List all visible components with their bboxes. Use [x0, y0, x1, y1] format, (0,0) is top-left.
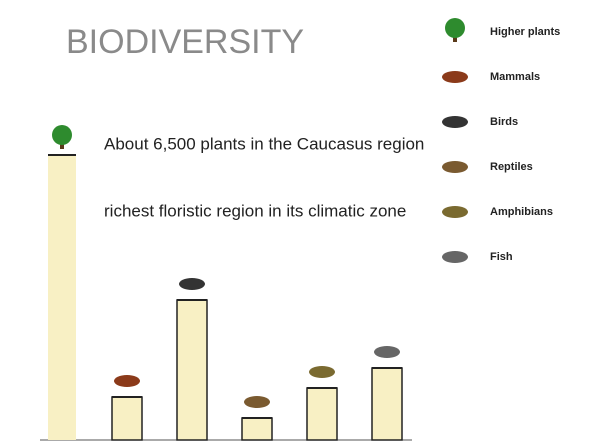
legend-label: Amphibians — [490, 206, 553, 218]
icon — [442, 71, 468, 83]
icon — [179, 278, 205, 290]
icon — [442, 251, 468, 263]
legend-label: Reptiles — [490, 161, 533, 173]
legend-label: Mammals — [490, 71, 540, 83]
icon — [445, 18, 465, 38]
legend-label: Higher plants — [490, 26, 560, 38]
icon — [309, 366, 335, 378]
icon — [52, 125, 72, 145]
annotation: About 6,500 plants in the Caucasus regio… — [104, 134, 424, 153]
chart: BIODIVERSITY About 6,500 plants in the C… — [0, 0, 603, 444]
bar — [48, 155, 76, 440]
bar — [112, 397, 142, 440]
icon — [442, 206, 468, 218]
icon — [374, 346, 400, 358]
bar — [177, 300, 207, 440]
annotation: richest floristic region in its climatic… — [104, 201, 406, 220]
bar — [372, 368, 402, 440]
legend-label: Birds — [490, 116, 518, 128]
bar — [242, 418, 272, 440]
icon — [244, 396, 270, 408]
chart-title: BIODIVERSITY — [66, 23, 304, 61]
legend-label: Fish — [490, 251, 513, 263]
bar — [307, 388, 337, 440]
icon — [442, 161, 468, 173]
icon — [114, 375, 140, 387]
icon — [442, 116, 468, 128]
